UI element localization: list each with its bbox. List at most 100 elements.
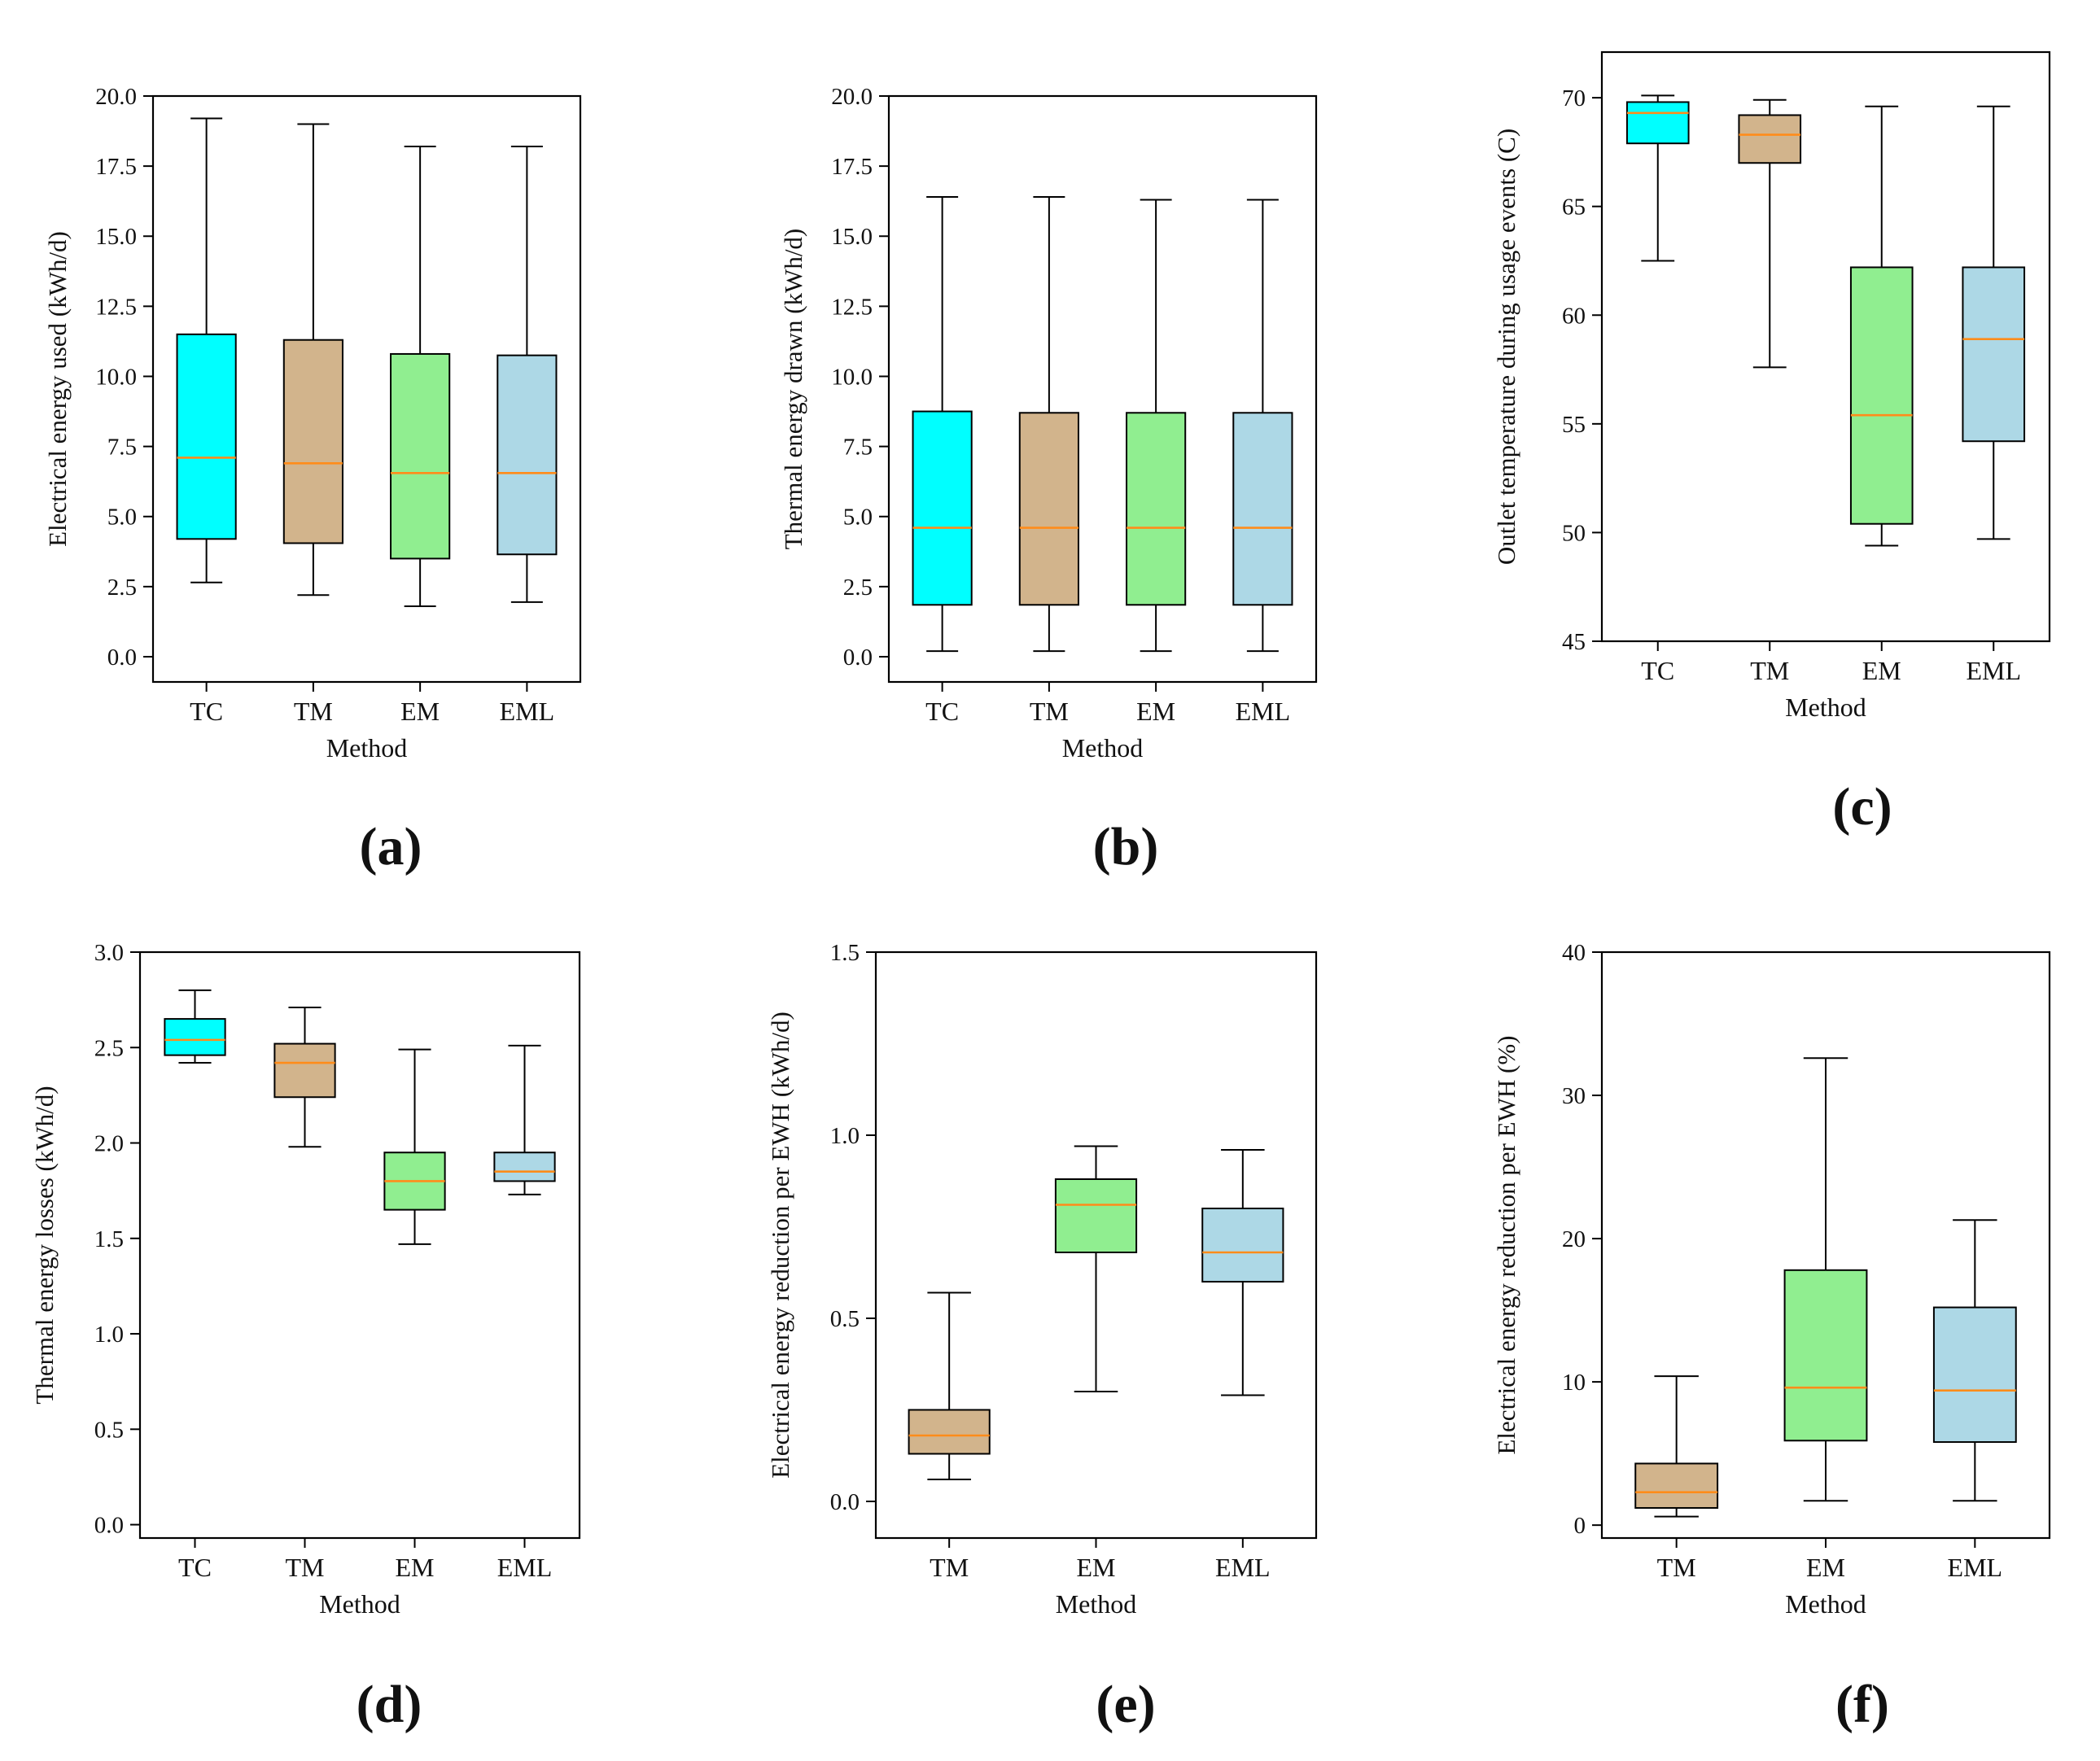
y-tick-label: 12.5 xyxy=(95,294,137,320)
y-tick-label: 60 xyxy=(1562,303,1586,329)
iqr-box xyxy=(493,1151,556,1182)
y-tick-label: 20.0 xyxy=(831,84,873,110)
y-tick-label: 0 xyxy=(1574,1513,1586,1539)
y-tick-label: 0.0 xyxy=(830,1489,860,1515)
iqr-box xyxy=(497,354,558,556)
x-axis-label: Method xyxy=(1785,693,1866,722)
y-tick-label: 45 xyxy=(1562,629,1586,655)
y-tick-label: 65 xyxy=(1562,194,1586,221)
box-EML xyxy=(1232,199,1293,653)
iqr-box xyxy=(1634,1462,1719,1510)
box-TC xyxy=(912,196,973,653)
y-axis-label: Thermal energy losses (kWh/d) xyxy=(30,1086,59,1404)
iqr-box xyxy=(273,1042,336,1099)
y-tick-label: 40 xyxy=(1562,940,1586,966)
box-EML xyxy=(1201,1149,1284,1396)
box-TC xyxy=(176,117,237,583)
iqr-box xyxy=(164,1018,226,1056)
y-tick-label: 7.5 xyxy=(107,435,137,461)
y-tick-label: 1.0 xyxy=(830,1123,860,1149)
box-EML xyxy=(1962,105,2026,540)
x-tick-label: TC xyxy=(178,1553,212,1582)
iqr-box xyxy=(1232,412,1293,606)
box-EM xyxy=(1054,1145,1138,1392)
y-axis-label: Outlet temperature during usage events (… xyxy=(1492,129,1520,565)
x-tick-label: TM xyxy=(1030,697,1069,726)
y-tick-label: 20 xyxy=(1562,1226,1586,1252)
panel-c: 45 50 55 60 65 70 TC TM EM EML Method Outlet temper… xyxy=(1492,50,2051,837)
iqr-box xyxy=(912,410,973,606)
x-axis-label: Method xyxy=(1785,1589,1866,1619)
y-tick-label: 12.5 xyxy=(831,294,873,320)
box-TC xyxy=(164,989,226,1064)
y-tick-label: 10.0 xyxy=(95,364,137,390)
box-TM xyxy=(1634,1375,1719,1518)
y-tick-label: 70 xyxy=(1562,85,1586,111)
x-tick-label: EM xyxy=(396,1553,435,1582)
plot-frame xyxy=(138,950,581,1540)
iqr-box xyxy=(1783,1269,1868,1442)
box-EM xyxy=(383,1048,446,1245)
x-tick-label: EML xyxy=(1236,697,1291,726)
box-EM xyxy=(1849,105,1914,547)
panel-caption: (e) xyxy=(1096,1675,1155,1734)
x-tick-label: TM xyxy=(1657,1553,1696,1582)
y-tick-label: 17.5 xyxy=(95,154,137,180)
x-tick-label: EML xyxy=(1966,656,2021,685)
y-tick-label: 15.0 xyxy=(95,224,137,250)
y-axis-label: Electrical energy reduction per EWH (kWh… xyxy=(766,1012,794,1479)
box-TM xyxy=(1738,98,1802,369)
y-tick-label: 0.0 xyxy=(843,645,873,671)
y-tick-label: 2.0 xyxy=(94,1131,124,1157)
y-tick-label: 55 xyxy=(1562,412,1586,438)
box-EM xyxy=(1783,1057,1868,1502)
iqr-box xyxy=(1126,412,1187,606)
box-EML xyxy=(1932,1219,2017,1502)
x-tick-label: EM xyxy=(1136,697,1175,726)
panel-b: 0.0 2.5 5.0 7.5 10.0 12.5 15.0 17.5 20.0 TC TM EM EM… xyxy=(779,84,1318,876)
x-axis-label: Method xyxy=(319,1589,400,1619)
x-tick-label: TM xyxy=(930,1553,969,1582)
iqr-box xyxy=(1962,266,2026,443)
y-tick-label: 10.0 xyxy=(831,364,873,390)
iqr-box xyxy=(176,333,237,540)
x-tick-label: TC xyxy=(190,697,223,726)
y-tick-label: 1.5 xyxy=(830,940,860,966)
x-tick-label: EML xyxy=(497,1553,553,1582)
y-tick-label: 17.5 xyxy=(831,154,873,180)
y-tick-label: 7.5 xyxy=(843,435,873,461)
iqr-box xyxy=(282,339,343,544)
x-tick-label: TC xyxy=(925,697,959,726)
y-tick-label: 1.5 xyxy=(94,1226,124,1252)
y-tick-label: 1.0 xyxy=(94,1322,124,1348)
x-axis-label: Method xyxy=(1056,1589,1137,1619)
box-EM xyxy=(1126,199,1187,653)
iqr-box xyxy=(1018,412,1079,606)
x-axis-label: Method xyxy=(1062,733,1144,763)
y-tick-label: 5.0 xyxy=(843,505,873,531)
box-TM xyxy=(273,1007,336,1148)
iqr-box xyxy=(908,1409,991,1455)
x-tick-label: EML xyxy=(1948,1553,2003,1582)
box-TC xyxy=(1625,94,1690,262)
panel-caption: (a) xyxy=(360,817,422,876)
x-tick-label: EM xyxy=(1806,1553,1845,1582)
y-tick-label: 5.0 xyxy=(107,505,137,531)
panel-caption: (d) xyxy=(357,1675,422,1734)
panel-caption: (f) xyxy=(1835,1675,1889,1734)
box-TM xyxy=(1018,196,1079,653)
x-tick-label: EM xyxy=(400,697,440,726)
box-TM xyxy=(908,1291,991,1480)
y-tick-label: 10 xyxy=(1562,1370,1586,1396)
y-tick-label: 3.0 xyxy=(94,940,124,966)
y-tick-label: 0.0 xyxy=(94,1513,124,1539)
y-axis-label: Electrical energy reduction per EWH (%) xyxy=(1492,1036,1520,1455)
panel-a: 0.0 2.5 5.0 7.5 10.0 12.5 15.0 17.5 20.0 TC TM EM EM… xyxy=(43,84,582,876)
x-tick-label: TM xyxy=(286,1553,325,1582)
box-TM xyxy=(282,123,343,596)
panel-d: 0.0 0.5 1.0 1.5 2.0 2.5 3.0 TC TM EM EML Method Ther… xyxy=(30,940,581,1734)
iqr-box xyxy=(1738,114,1802,164)
panel-f: 0 10 20 30 40 TM EM EML Method Electrical energy … xyxy=(1492,940,2051,1734)
